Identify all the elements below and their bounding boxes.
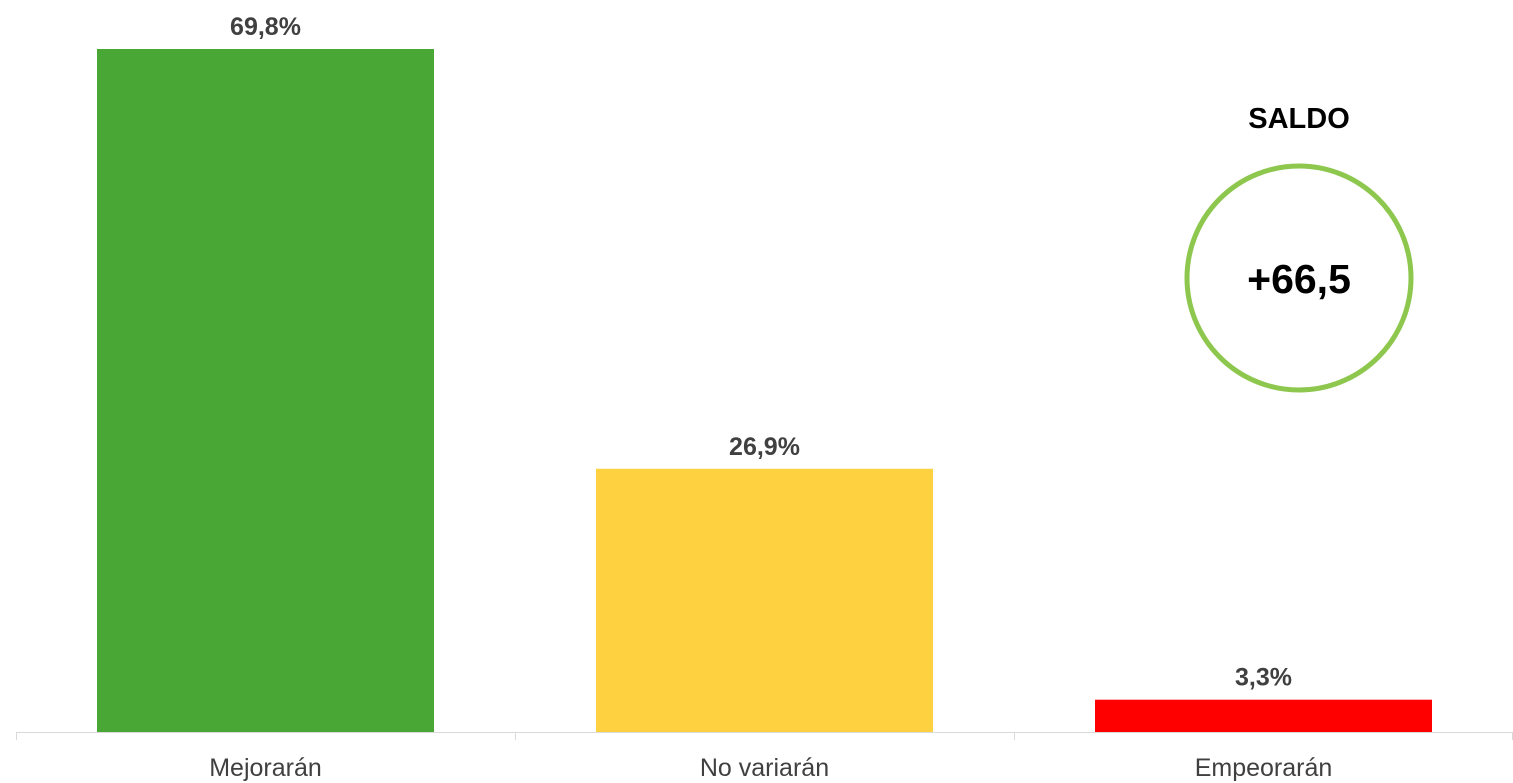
bar-2	[596, 468, 933, 732]
value-label-2: 26,9%	[729, 433, 800, 461]
value-labels-group: 69,8% 26,9% 3,3%	[230, 13, 1292, 692]
category-label-2: No variarán	[700, 754, 829, 782]
value-label-3: 3,3%	[1235, 664, 1292, 692]
category-label-3: Empeorarán	[1195, 754, 1333, 782]
bars-group	[97, 49, 1432, 732]
x-axis	[16, 732, 1513, 740]
saldo-ring	[1184, 163, 1414, 393]
saldo-title: SALDO	[1248, 103, 1350, 135]
category-labels-group: Mejorarán No variarán Empeorarán	[209, 754, 1332, 782]
bar-3	[1095, 699, 1432, 732]
value-label-1: 69,8%	[230, 13, 301, 41]
category-label-1: Mejorarán	[209, 754, 322, 782]
bar-1	[97, 49, 434, 732]
saldo-panel: SALDO +66,5	[1184, 103, 1414, 393]
saldo-value: +66,5	[1247, 256, 1351, 302]
